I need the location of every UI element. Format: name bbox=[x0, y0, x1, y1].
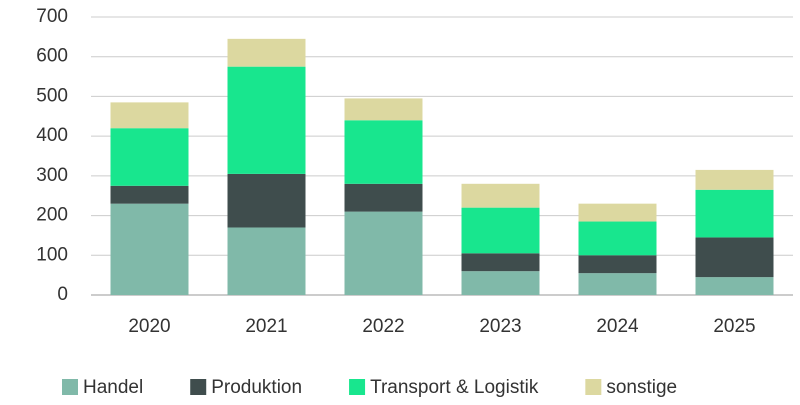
bar-segment bbox=[578, 273, 657, 295]
bar-segment bbox=[461, 271, 540, 295]
bar-segment bbox=[461, 253, 540, 272]
bar-segment bbox=[461, 183, 540, 208]
x-tick-label: 2021 bbox=[245, 316, 287, 337]
bar-segment bbox=[344, 98, 423, 121]
bar-segment bbox=[695, 169, 774, 190]
bar-segment bbox=[227, 66, 306, 174]
y-tick-label: 600 bbox=[36, 46, 68, 67]
y-tick-label: 700 bbox=[36, 6, 68, 27]
bar-segment bbox=[110, 203, 189, 295]
x-tick-label: 2025 bbox=[713, 316, 755, 337]
bar-segment bbox=[344, 120, 423, 184]
bar-segment bbox=[695, 277, 774, 295]
bar-segment bbox=[695, 237, 774, 278]
y-tick-label: 200 bbox=[36, 205, 68, 226]
legend-label: Transport & Logistik bbox=[370, 377, 539, 398]
bar-segment bbox=[227, 173, 306, 228]
y-tick-label: 300 bbox=[36, 165, 68, 186]
y-tick-label: 500 bbox=[36, 85, 68, 106]
y-tick-label: 400 bbox=[36, 125, 68, 146]
x-tick-label: 2023 bbox=[479, 316, 521, 337]
y-tick-label: 100 bbox=[36, 244, 68, 265]
legend-swatch bbox=[349, 379, 366, 395]
bar-segment bbox=[344, 211, 423, 295]
legend-swatch bbox=[585, 379, 602, 395]
bar-segment bbox=[461, 207, 540, 254]
bar-segment bbox=[344, 183, 423, 212]
x-tick-label: 2024 bbox=[596, 316, 639, 337]
bar-segment bbox=[110, 185, 189, 204]
bar-segment bbox=[110, 102, 189, 129]
bar-segment bbox=[110, 128, 189, 186]
bar-segment bbox=[578, 221, 657, 256]
legend-swatch bbox=[190, 379, 207, 395]
bar-segment bbox=[227, 38, 306, 67]
bar-segment bbox=[695, 189, 774, 238]
bar-segment bbox=[227, 227, 306, 295]
bar-segment bbox=[578, 203, 657, 222]
legend-label: sonstige bbox=[606, 377, 677, 398]
bar-segment bbox=[578, 255, 657, 274]
x-tick-label: 2022 bbox=[362, 316, 404, 337]
legend-label: Produktion bbox=[211, 377, 302, 398]
legend-label: Handel bbox=[83, 377, 143, 398]
legend-swatch bbox=[62, 379, 78, 395]
y-tick-label: 0 bbox=[57, 284, 68, 305]
x-tick-label: 2020 bbox=[128, 316, 170, 337]
